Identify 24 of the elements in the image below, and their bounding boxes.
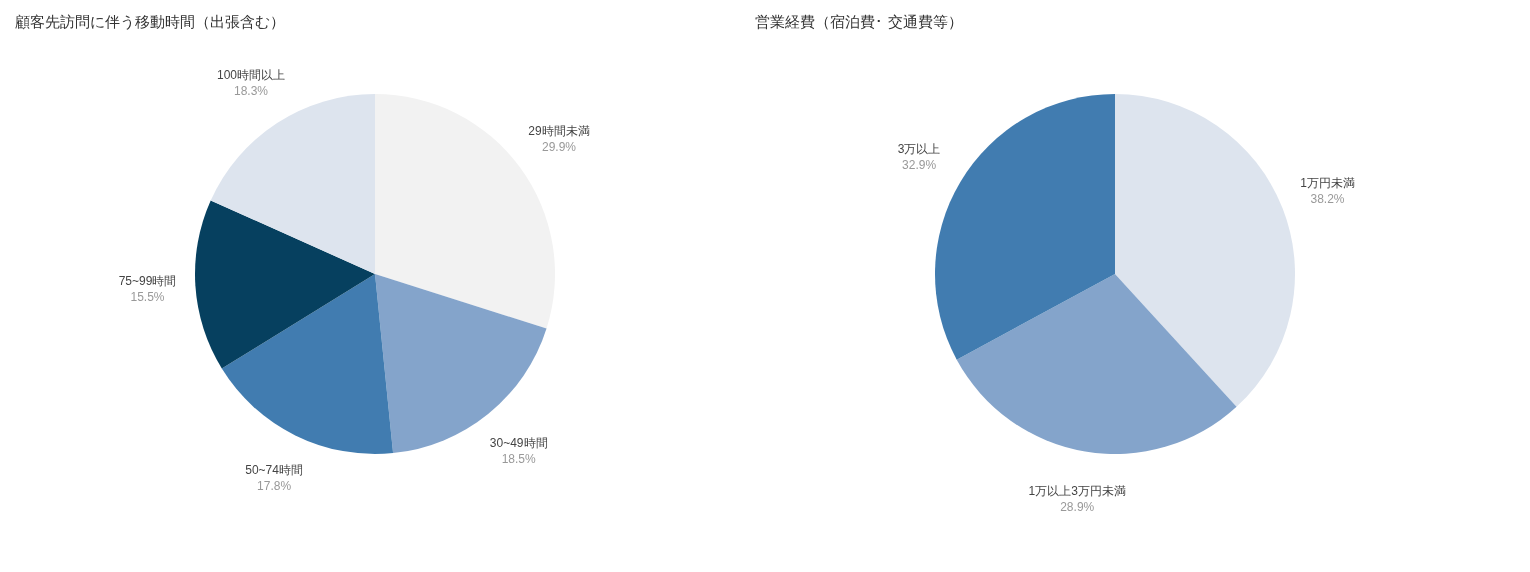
data-label: 18.5%	[501, 452, 537, 467]
slice-label: 29時間未満	[528, 124, 590, 139]
data-label: 28.9%	[1060, 499, 1095, 514]
data-label: 32.9%	[902, 158, 937, 173]
slice-label: 1万以上3万円未満	[1028, 483, 1126, 498]
data-label: 38.2%	[1310, 192, 1345, 207]
slice-label: 100時間以上	[217, 67, 286, 82]
pie-slice	[375, 274, 547, 454]
data-label: 15.5%	[130, 290, 165, 305]
data-label: 18.3%	[234, 83, 269, 98]
pie-slice	[1115, 94, 1295, 407]
slice-label: 50~74時間	[245, 463, 303, 478]
data-label: 29.9%	[542, 140, 577, 155]
pie-slice	[956, 274, 1237, 454]
slice-label: 75~99時間	[118, 274, 177, 289]
pie-slice	[210, 94, 375, 274]
slice-label: 30~49時間	[489, 436, 548, 451]
chart-title: 営業経費（宿泊費･ 交通費等）	[755, 13, 963, 31]
slice-label: 1万円未満	[1300, 176, 1355, 191]
chart-title: 顧客先訪問に伴う移動時間（出張含む）	[15, 13, 285, 31]
slice-label: 3万以上	[897, 142, 941, 157]
pie-slice	[195, 200, 375, 369]
data-label: 17.8%	[257, 479, 292, 494]
pie-slice	[221, 274, 394, 454]
